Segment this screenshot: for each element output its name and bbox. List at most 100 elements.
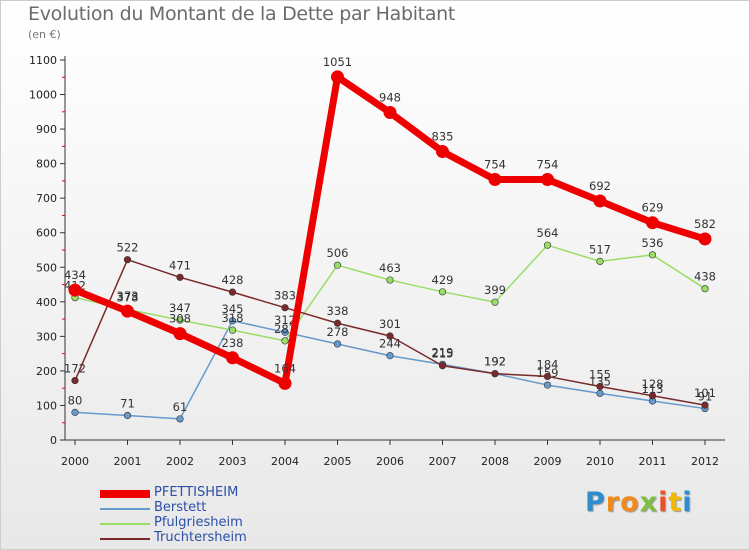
- x-tick-label: 2005: [324, 455, 352, 468]
- data-point: [71, 408, 79, 416]
- data-point: [438, 288, 447, 296]
- data-point: [698, 232, 712, 246]
- logo-letter: r: [605, 487, 621, 518]
- y-tick-label: 500: [36, 261, 57, 274]
- x-tick-label: 2003: [219, 455, 247, 468]
- data-label: 80: [68, 393, 83, 407]
- data-label: 128: [642, 377, 664, 391]
- data-label: 428: [222, 273, 244, 287]
- data-point: [333, 261, 342, 269]
- data-label: 244: [379, 337, 401, 351]
- data-label: 71: [120, 396, 135, 410]
- data-point: [543, 372, 552, 381]
- legend-swatch: [100, 490, 150, 498]
- x-tick-label: 2001: [114, 455, 142, 468]
- x-tick-label: 2002: [166, 455, 194, 468]
- data-point: [491, 370, 499, 378]
- data-point: [121, 304, 134, 318]
- x-tick-label: 2006: [376, 455, 404, 468]
- data-label: 429: [432, 273, 454, 287]
- data-label: 582: [694, 217, 716, 231]
- y-tick-label: 800: [36, 158, 57, 171]
- data-label: 345: [222, 302, 244, 316]
- data-label: 692: [589, 179, 611, 193]
- data-point: [71, 376, 79, 385]
- data-label: 172: [64, 362, 86, 376]
- data-point: [596, 382, 604, 391]
- data-point: [438, 362, 447, 370]
- data-label: 517: [589, 242, 611, 256]
- logo-letter: P: [585, 487, 606, 518]
- data-point: [123, 411, 132, 420]
- y-tick-label: 600: [36, 227, 57, 240]
- data-label: 754: [484, 158, 506, 172]
- x-tick-label: 2009: [534, 455, 562, 468]
- data-point: [596, 389, 604, 397]
- data-label: 338: [327, 304, 349, 318]
- data-point: [228, 288, 237, 296]
- logo-letter: i: [658, 487, 669, 518]
- data-point: [333, 340, 342, 348]
- data-label: 463: [379, 261, 401, 275]
- y-tick-label: 200: [36, 365, 57, 378]
- data-label: 399: [484, 283, 506, 297]
- data-point: [281, 304, 289, 312]
- data-point: [228, 326, 237, 334]
- data-label: 312: [274, 313, 296, 327]
- data-label: 238: [222, 336, 244, 350]
- y-tick-label: 300: [36, 330, 57, 343]
- data-point: [596, 257, 604, 266]
- x-tick-label: 2004: [271, 455, 299, 468]
- x-tick-label: 2000: [61, 455, 89, 468]
- data-point: [176, 415, 184, 423]
- data-label: 536: [642, 236, 664, 250]
- data-point: [226, 351, 239, 365]
- data-label: 184: [537, 357, 559, 371]
- data-label: 219: [432, 345, 454, 359]
- y-tick-label: 400: [36, 296, 57, 309]
- data-label: 629: [642, 201, 664, 215]
- data-point: [386, 276, 394, 284]
- data-label: 192: [484, 355, 506, 369]
- data-point: [176, 316, 184, 324]
- legend-swatch: [100, 523, 150, 525]
- data-label: 383: [274, 289, 296, 303]
- chart-title: Evolution du Montant de la Dette par Hab…: [28, 3, 456, 25]
- data-label: 506: [327, 246, 349, 260]
- logo-letter: t: [668, 487, 683, 518]
- data-label: 155: [589, 367, 611, 381]
- data-point: [176, 273, 184, 281]
- data-label: 192: [484, 355, 506, 369]
- logo-letter: x: [639, 487, 659, 518]
- y-tick-label: 900: [36, 123, 57, 136]
- data-label: 113: [642, 382, 664, 396]
- data-point: [383, 106, 397, 120]
- x-tick-label: 2011: [639, 455, 667, 468]
- data-label: 215: [432, 347, 454, 361]
- logo-letter: i: [682, 487, 693, 518]
- legend-label: PFETTISHEIM: [154, 485, 239, 500]
- data-label: 471: [169, 258, 191, 272]
- data-point: [281, 328, 289, 336]
- data-label: 754: [537, 158, 559, 172]
- proxiti-logo: Proxiti: [585, 487, 693, 518]
- data-point: [386, 332, 394, 340]
- data-point: [543, 381, 552, 389]
- data-point: [173, 327, 187, 341]
- y-tick-label: 1000: [29, 89, 57, 102]
- data-point: [68, 283, 82, 297]
- data-point: [123, 256, 132, 264]
- data-label: 948: [379, 91, 401, 105]
- data-point: [331, 70, 344, 84]
- data-point: [646, 216, 659, 230]
- data-label: 438: [694, 270, 716, 284]
- data-label: 61: [173, 400, 188, 414]
- y-tick-label: 100: [36, 399, 57, 412]
- data-label: 564: [537, 226, 559, 240]
- data-label: 434: [64, 268, 86, 282]
- data-label: 1051: [323, 55, 352, 69]
- y-tick-label: 700: [36, 192, 57, 205]
- data-label: 378: [117, 290, 139, 304]
